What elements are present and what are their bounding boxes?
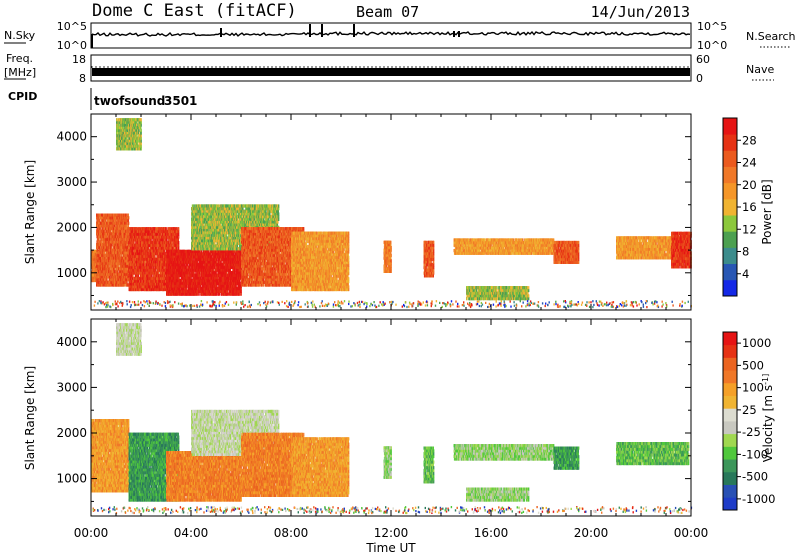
frequency-panel: Freq. [MHz] 18 8 60 0 Nave bbox=[4, 52, 774, 85]
frequency-unit-label: [MHz] bbox=[4, 66, 36, 79]
cpid-label: CPID bbox=[8, 90, 37, 103]
noise-right-tick-high: 10^5 bbox=[697, 20, 727, 33]
cpid-program: twofsound bbox=[94, 94, 165, 108]
frequency-label: Freq. bbox=[6, 52, 33, 65]
frequency-tick-low: 8 bbox=[79, 72, 86, 85]
noise-left-tick-low: 10^0 bbox=[57, 39, 87, 52]
cpid-value: 3501 bbox=[164, 94, 197, 108]
date-title: 14/Jun/2013 bbox=[591, 3, 690, 21]
frequency-trace bbox=[92, 68, 690, 76]
station-title: Dome C East (fitACF) bbox=[92, 1, 297, 21]
frequency-tick-high: 18 bbox=[72, 53, 86, 66]
radar-summary-plot: Dome C East (fitACF) Beam 07 14/Jun/2013… bbox=[0, 0, 800, 554]
nave-tick-low: 0 bbox=[696, 72, 703, 85]
nave-tick-high: 60 bbox=[696, 53, 710, 66]
beam-title: Beam 07 bbox=[356, 3, 419, 21]
noise-right-label: N.Search bbox=[746, 30, 796, 43]
cpid-panel: CPID twofsound 3501 bbox=[8, 88, 197, 110]
noise-left-tick-high: 10^5 bbox=[57, 20, 87, 33]
noise-right-tick-low: 10^0 bbox=[697, 39, 727, 52]
noise-panel: N.Sky 10^5 10^0 10^5 10^0 N.Search bbox=[4, 20, 796, 52]
noise-left-label: N.Sky bbox=[4, 29, 36, 42]
nave-label: Nave bbox=[746, 63, 774, 76]
